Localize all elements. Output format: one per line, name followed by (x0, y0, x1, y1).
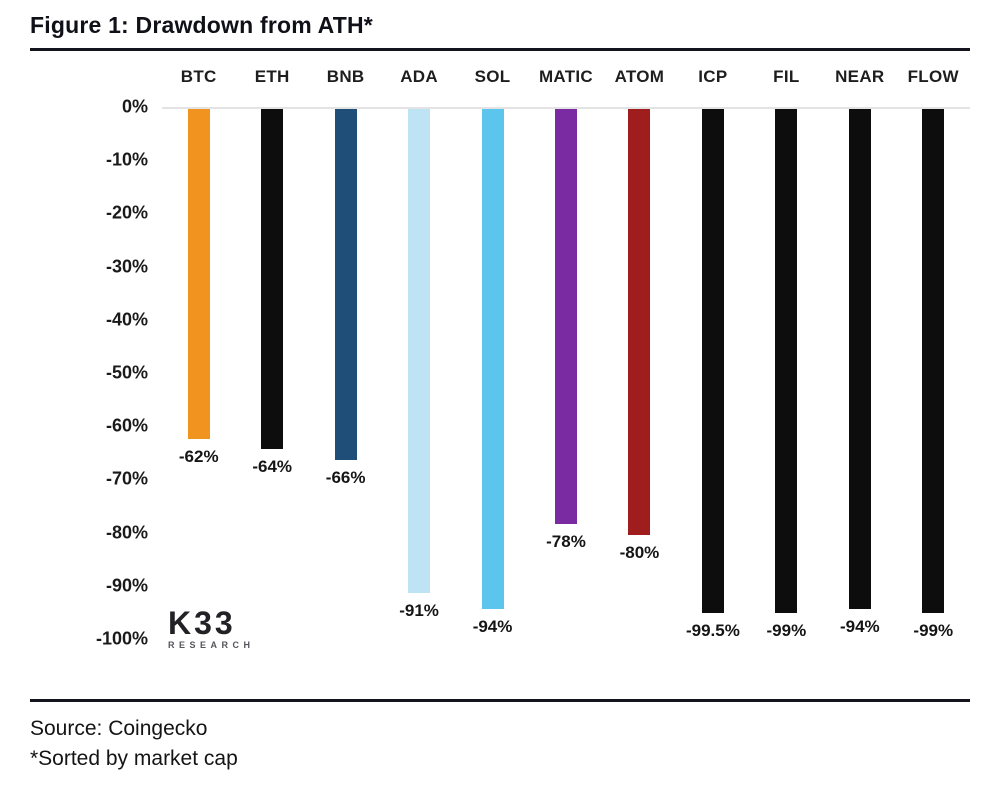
bar-column-matic: -78% (529, 109, 602, 641)
bar-value-label-fil: -99% (766, 621, 807, 640)
category-label-matic: MATIC (538, 67, 594, 86)
y-axis-tick-label: -20% (105, 202, 148, 223)
bar-matic (554, 109, 577, 524)
k33-logo-text: K33 (168, 605, 236, 641)
source-text: Source: Coingecko (30, 717, 208, 740)
bar-value-label-bnb: -66% (325, 468, 366, 488)
bar-value-label-matic: -78% (546, 531, 586, 551)
bar-column-fil: -99% (750, 109, 823, 641)
y-axis-tick-label: -10% (105, 149, 148, 170)
y-axis-tick-label: -70% (105, 468, 148, 489)
bar-fil (775, 109, 798, 613)
k33-research-logo: K33 RESEARCH (168, 607, 255, 650)
bar-eth (261, 109, 284, 450)
bar-value-label-flow: -99% (913, 621, 954, 640)
bar-column-sol: -94% (456, 109, 529, 641)
category-label-near: NEAR (835, 67, 885, 86)
category-label-bnb: BNB (326, 67, 365, 86)
bar-value-label-near: -94% (839, 617, 880, 637)
bar-sol (481, 109, 504, 610)
bar-value-label-icp: -99.5% (685, 621, 740, 640)
bar-btc (187, 109, 210, 439)
bar-icp (701, 109, 724, 613)
category-label-ada: ADA (400, 67, 438, 86)
y-axis-tick-label: -90% (105, 575, 148, 596)
figure-title: Figure 1: Drawdown from ATH* (30, 12, 970, 51)
bar-near (848, 109, 871, 610)
y-axis-tick-label: -40% (105, 309, 148, 330)
y-axis: 0% -10% -20% -30% -40% -50% -60% -70% -80% -90% -1… (30, 97, 162, 649)
bar-ada (408, 109, 431, 594)
bar-column-flow: -99% (897, 109, 970, 641)
bar-column-bnb: -66% (309, 109, 382, 641)
bar-column-near: -94% (823, 109, 896, 641)
y-axis-tick-label: -60% (105, 415, 148, 436)
category-label-sol: SOL (474, 67, 511, 86)
bar-value-label-ada: -91% (399, 601, 439, 621)
category-label-flow: FLOW (907, 67, 959, 86)
category-label-btc: BTC (180, 67, 217, 86)
bar-column-btc: -62% (162, 109, 235, 641)
y-axis-tick-label: -30% (105, 256, 148, 277)
bar-column-ada: -91% (382, 109, 455, 641)
bar-value-label-eth: -64% (252, 457, 293, 477)
y-axis-tick-label: 0% (121, 96, 148, 117)
footnote-text: *Sorted by market cap (30, 747, 238, 771)
bar-flow (922, 109, 945, 613)
bar-value-label-sol: -94% (472, 617, 513, 637)
drawdown-bar-chart: 0% -10% -20% -30% -40% -50% -60% -70% -80% -90% -1… (30, 67, 970, 650)
category-label-icp: ICP (698, 67, 728, 86)
plot: K33 RESEARCH -62% -64% -66% -91% -94% -78% -80… (162, 107, 970, 650)
y-axis-tick-label: -50% (105, 362, 148, 383)
category-label-fil: FIL (773, 67, 800, 86)
bar-column-eth: -64% (235, 109, 308, 641)
category-label-eth: ETH (254, 67, 290, 86)
bar-column-atom: -80% (603, 109, 676, 641)
plot-area: BTC ETH BNB ADA SOL MATIC ATOM ICP FIL NEAR FLOW K… (162, 67, 970, 650)
y-axis-tick-label: -80% (105, 522, 148, 543)
bar-bnb (334, 109, 357, 461)
category-label-atom: ATOM (614, 67, 665, 86)
bar-atom (628, 109, 651, 535)
bar-column-icp: -99.5% (676, 109, 749, 641)
category-label-row: BTC ETH BNB ADA SOL MATIC ATOM ICP FIL NEAR FLOW (162, 67, 970, 107)
footer: Source: Coingecko *Sorted by market cap (30, 699, 970, 775)
bar-value-label-btc: -62% (178, 446, 219, 466)
y-axis-tick-label: -100% (95, 628, 148, 649)
bar-value-label-atom: -80% (619, 542, 660, 562)
k33-logo-subtext: RESEARCH (168, 640, 255, 650)
